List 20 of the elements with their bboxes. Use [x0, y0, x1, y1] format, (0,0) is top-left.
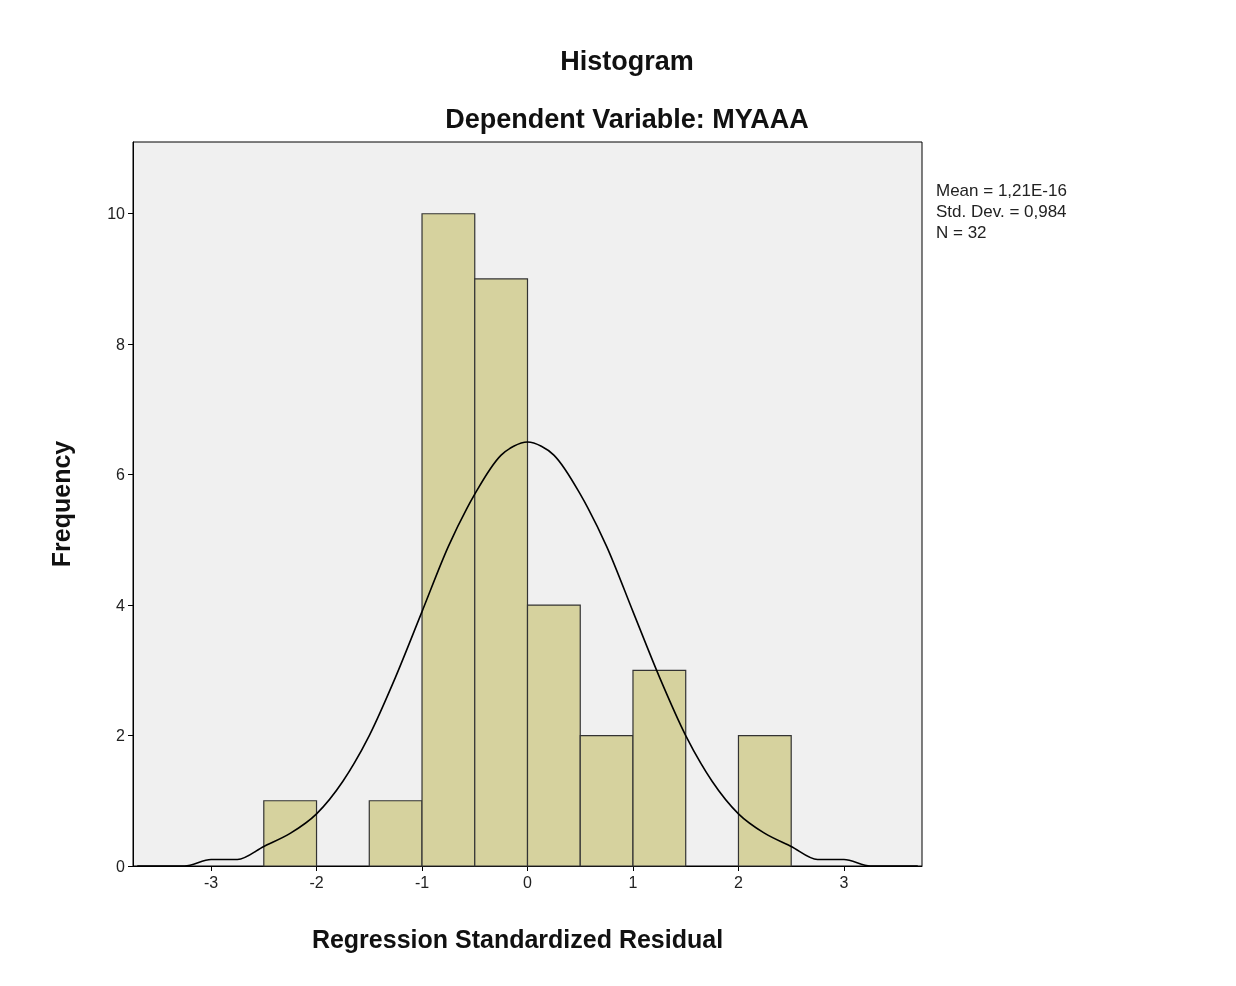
text: Mean = 1,21E-16 — [936, 181, 1067, 200]
chart-title: Histogram — [560, 45, 694, 76]
x-axis-title: Regression Standardized Residual — [311, 924, 724, 953]
y-tick-label: 4 — [116, 596, 126, 614]
y-tick-label: 6 — [116, 466, 126, 484]
x-tick-label: 2 — [734, 873, 744, 891]
y-tick-label: 10 — [107, 205, 126, 223]
x-tick-label: -3 — [203, 873, 219, 891]
x-tick-label: 1 — [628, 873, 638, 891]
y-tick-label: 2 — [116, 727, 126, 745]
x-tick-label: -2 — [309, 873, 324, 891]
chart-subtitle: Dependent Variable: MYAAA — [445, 103, 809, 134]
x-tick-label: 3 — [839, 873, 849, 891]
y-axis-title: Frequency — [46, 440, 75, 568]
y-tick-label: 0 — [116, 857, 126, 875]
x-tick-label: 0 — [523, 873, 533, 891]
y-tick-label: 8 — [116, 335, 126, 353]
text: N = 32 — [936, 223, 987, 242]
x-tick-label: -1 — [414, 873, 430, 891]
text: Std. Dev. = 0,984 — [936, 202, 1067, 221]
